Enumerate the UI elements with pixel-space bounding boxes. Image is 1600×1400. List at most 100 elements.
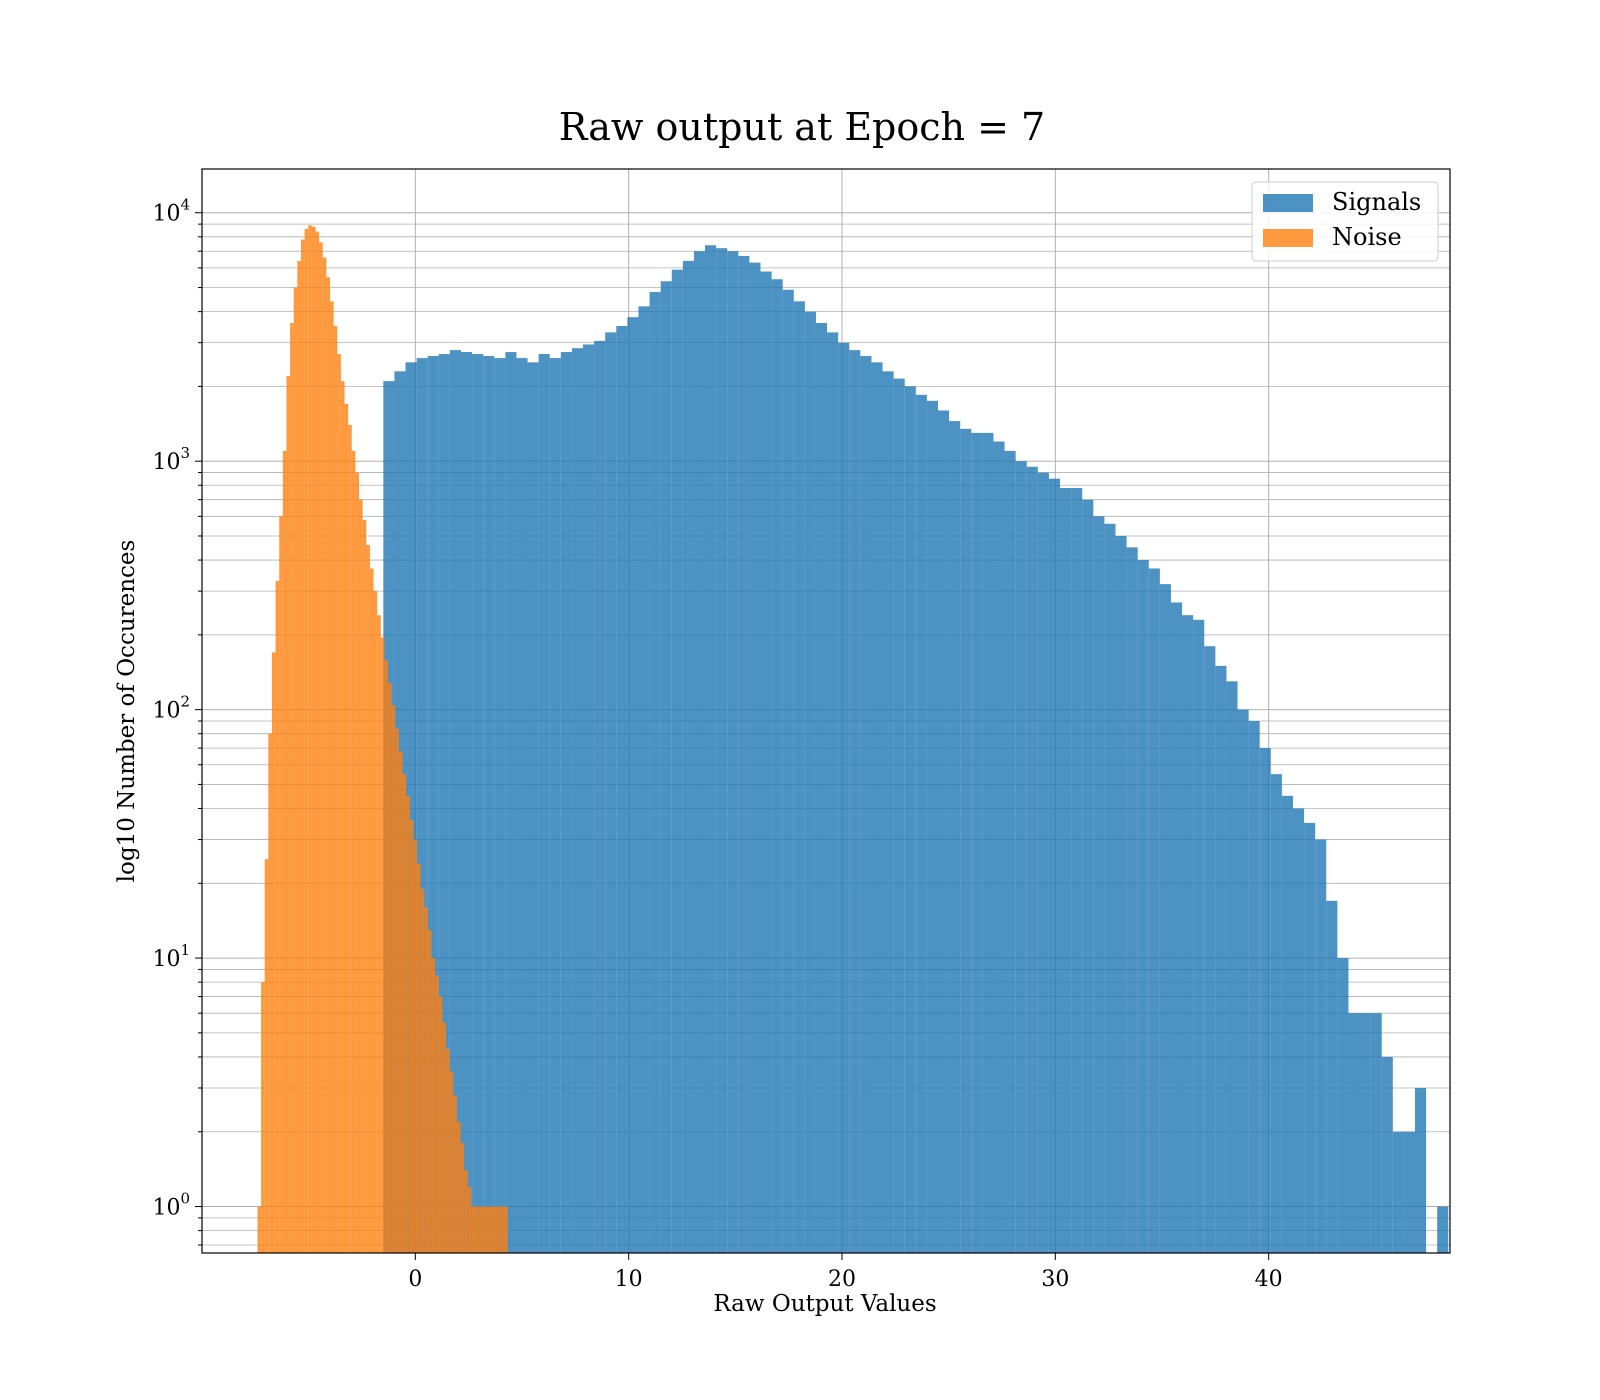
bar-signals xyxy=(438,354,450,1253)
bar-noise xyxy=(424,907,428,1253)
bar-signals xyxy=(771,279,783,1254)
bar-noise xyxy=(380,637,385,1253)
bar-noise xyxy=(268,733,272,1253)
legend-label-signals: Signals xyxy=(1332,188,1421,216)
bar-noise xyxy=(290,322,294,1253)
bar-signals xyxy=(871,362,883,1253)
bar-signals xyxy=(1270,774,1282,1253)
bar-noise xyxy=(293,287,298,1253)
bar-noise xyxy=(344,403,349,1253)
bar-noise xyxy=(496,1206,501,1253)
bar-signals xyxy=(505,352,517,1253)
bar-noise xyxy=(475,1206,479,1253)
bar-noise xyxy=(388,682,392,1253)
bar-signals xyxy=(1026,466,1038,1253)
bar-signals xyxy=(494,358,506,1253)
bar-signals xyxy=(1248,721,1260,1253)
bar-noise xyxy=(402,774,407,1253)
y-tick-label: 101 xyxy=(152,941,190,972)
bar-signals xyxy=(1093,516,1105,1253)
bar-signals xyxy=(749,262,761,1254)
bar-signals xyxy=(760,271,772,1253)
bar-signals xyxy=(693,251,706,1254)
bar-noise xyxy=(326,277,330,1253)
bar-noise xyxy=(456,1121,461,1253)
bar-noise xyxy=(438,996,443,1253)
bar-signals xyxy=(882,371,894,1253)
y-axis-ticks: 100 101 102 103 104 xyxy=(152,196,202,1246)
bar-noise xyxy=(489,1206,494,1253)
bar-noise xyxy=(409,819,414,1253)
legend: Signals Noise xyxy=(1251,181,1439,262)
bar-signals xyxy=(716,248,728,1254)
bar-noise xyxy=(319,242,323,1253)
bar-signals xyxy=(549,358,561,1253)
bar-noise xyxy=(467,1186,472,1253)
bar-noise xyxy=(286,376,291,1254)
bar-signals xyxy=(627,317,639,1253)
bar-signals xyxy=(982,432,994,1254)
bar-noise xyxy=(348,424,352,1253)
bar-signals xyxy=(1037,472,1049,1254)
bar-signals xyxy=(472,354,484,1253)
bar-signals xyxy=(1148,568,1160,1253)
bar-signals xyxy=(1226,681,1238,1253)
bar-signals xyxy=(1004,450,1016,1253)
chart-title: Raw output at Epoch = 7 xyxy=(559,105,1045,149)
bar-noise xyxy=(420,888,425,1253)
bar-noise xyxy=(282,450,287,1253)
bar-signals xyxy=(1071,487,1083,1253)
bar-signals xyxy=(1370,1013,1382,1253)
bar-signals xyxy=(538,354,550,1253)
bar-noise xyxy=(449,1071,454,1253)
bar-signals xyxy=(738,255,750,1254)
bar-noise xyxy=(264,859,269,1253)
legend-swatch-signals xyxy=(1263,194,1313,212)
bar-signals xyxy=(705,245,717,1253)
bar-noise xyxy=(297,260,301,1253)
bar-signals xyxy=(1337,958,1349,1253)
histogram-bars xyxy=(257,225,1449,1254)
bar-signals xyxy=(1104,523,1116,1253)
bar-signals xyxy=(560,352,572,1253)
bar-signals xyxy=(1015,461,1027,1253)
bar-signals xyxy=(827,332,839,1253)
series-signals xyxy=(383,245,1449,1254)
bar-noise xyxy=(333,326,338,1253)
bar-signals xyxy=(682,260,694,1253)
bar-noise xyxy=(315,231,320,1254)
bar-signals xyxy=(1193,619,1205,1253)
bar-noise xyxy=(304,229,309,1254)
bar-noise xyxy=(478,1206,483,1253)
bar-signals xyxy=(671,269,683,1253)
series-noise xyxy=(257,225,508,1254)
bar-noise xyxy=(271,652,276,1253)
plot-frame xyxy=(201,168,1451,1254)
bar-signals xyxy=(1159,584,1171,1253)
bar-signals xyxy=(1082,499,1094,1253)
x-axis-ticks: 0 10 20 30 40 xyxy=(408,1253,1283,1292)
bar-noise xyxy=(330,301,334,1253)
bar-signals xyxy=(1326,900,1338,1253)
bar-signals xyxy=(860,356,872,1253)
bar-signals xyxy=(1126,547,1138,1253)
bar-noise xyxy=(464,1170,468,1253)
bar-signals xyxy=(793,301,805,1253)
bar-signals xyxy=(1182,615,1194,1253)
bar-signals xyxy=(416,358,428,1253)
bar-noise xyxy=(398,751,403,1253)
bar-signals xyxy=(660,281,672,1254)
bar-noise xyxy=(482,1206,486,1253)
x-tick-label: 40 xyxy=(1255,1267,1283,1292)
x-tick-label: 10 xyxy=(615,1267,643,1292)
bar-signals xyxy=(638,306,650,1253)
bar-signals xyxy=(1237,709,1249,1253)
bar-noise xyxy=(355,472,360,1254)
x-tick-label: 30 xyxy=(1041,1267,1069,1292)
x-axis-label: Raw Output Values xyxy=(713,1291,936,1317)
bar-signals xyxy=(815,322,828,1253)
bar-signals xyxy=(1137,560,1149,1253)
bar-signals xyxy=(893,378,905,1253)
bar-noise xyxy=(275,580,280,1253)
